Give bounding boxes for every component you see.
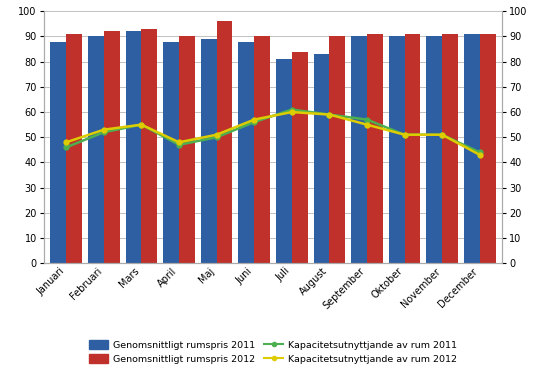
Bar (329, 36, 345, 263)
Bar (141, 29, 157, 263)
Bar (88, 36, 104, 263)
Bar (239, 41, 254, 263)
Bar (66, 34, 82, 263)
Legend: Genomsnittligt rumspris 2011, Genomsnittligt rumspris 2012, Kapacitetsutnyttjand: Genomsnittligt rumspris 2011, Genomsnitt… (85, 336, 461, 367)
Bar (292, 52, 307, 263)
Bar (126, 32, 141, 263)
Bar (104, 32, 120, 263)
Bar (426, 36, 442, 263)
Bar (389, 36, 405, 263)
Bar (367, 34, 383, 263)
Bar (442, 34, 458, 263)
Bar (313, 54, 329, 263)
Bar (405, 34, 420, 263)
Bar (480, 34, 496, 263)
Bar (201, 39, 217, 263)
Bar (179, 36, 195, 263)
Bar (351, 36, 367, 263)
Bar (163, 41, 179, 263)
Bar (464, 34, 480, 263)
Bar (254, 36, 270, 263)
Bar (217, 21, 233, 263)
Bar (276, 59, 292, 263)
Bar (50, 41, 66, 263)
